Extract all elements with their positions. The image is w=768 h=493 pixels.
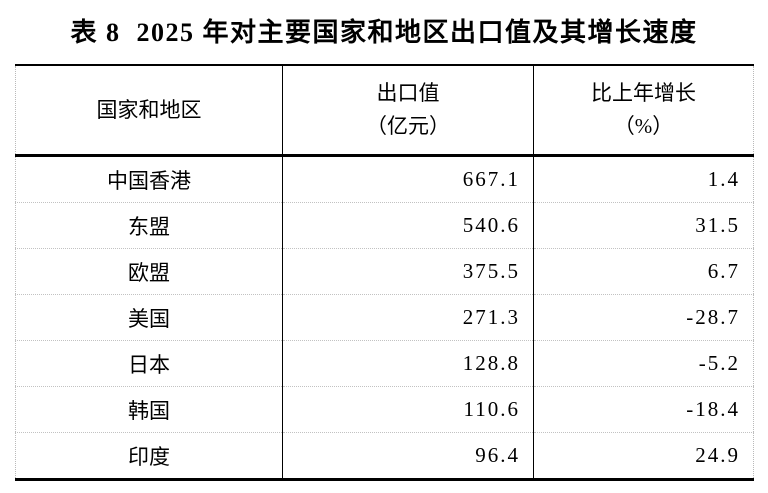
table-row: 欧盟 375.5 6.7 xyxy=(15,248,754,295)
column-header-growth: 比上年增长 （%） xyxy=(533,65,754,157)
column-header-growth-unit: （%） xyxy=(613,114,674,138)
growth-cell: -18.4 xyxy=(533,386,754,433)
region-cell: 印度 xyxy=(128,444,170,469)
column-header-growth-label: 比上年增长 xyxy=(591,81,696,105)
table-row: 美国 271.3 -28.7 xyxy=(15,294,754,341)
region-cell: 美国 xyxy=(15,294,283,341)
table-header: 国家和地区 出口值 （亿元） 比上年增长 （%） xyxy=(15,65,754,157)
export-value-cell: 375.5 xyxy=(282,248,534,295)
growth-cell: 1.4 xyxy=(533,155,754,203)
column-header-region: 国家和地区 xyxy=(15,65,283,157)
export-value-cell: 110.6 xyxy=(282,386,534,433)
export-value-cell: 667.1 xyxy=(282,155,534,203)
growth-cell: 24.9 xyxy=(533,432,754,480)
export-statistics-table: 国家和地区 出口值 （亿元） 比上年增长 （%） 中国香港 667.1 1.4 … xyxy=(15,64,754,481)
table-row: 中国香港 667.1 1.4 xyxy=(15,155,754,203)
growth-cell: 31.5 xyxy=(533,202,754,249)
growth-cell: -28.7 xyxy=(533,294,754,341)
growth-cell: -5.2 xyxy=(533,340,754,387)
column-header-export-value-label: 出口值 xyxy=(376,81,440,105)
column-header-export-value: 出口值 （亿元） xyxy=(282,65,534,157)
table-row: 韩国 110.6 -18.4 xyxy=(15,386,754,433)
table-row: 东盟 540.6 31.5 xyxy=(15,202,754,249)
table-title: 表 8 2025 年对主要国家和地区出口值及其增长速度 xyxy=(70,18,698,47)
region-cell: 中国香港 xyxy=(15,155,283,203)
column-header-region-label: 国家和地区 xyxy=(96,97,202,122)
table-row: 日本 128.8 -5.2 xyxy=(15,340,754,387)
region-cell: 日本 xyxy=(15,340,283,387)
table-row: 印度 96.4 24.9 xyxy=(16,432,754,480)
export-value-cell: 96.4 xyxy=(282,432,534,480)
export-value-cell: 128.8 xyxy=(282,340,534,387)
header-row: 国家和地区 出口值 （亿元） 比上年增长 （%） xyxy=(15,65,754,157)
region-cell: 东盟 xyxy=(15,202,283,249)
region-cell: 韩国 xyxy=(15,386,283,433)
region-cell: 欧盟 xyxy=(15,248,283,295)
table-body: 中国香港 667.1 1.4 东盟 540.6 31.5 欧盟 375.5 6.… xyxy=(15,155,754,480)
column-header-export-value-unit: （亿元） xyxy=(366,114,450,138)
export-value-cell: 271.3 xyxy=(282,294,534,341)
export-value-cell: 540.6 xyxy=(282,202,534,249)
growth-cell: 6.7 xyxy=(533,248,754,295)
